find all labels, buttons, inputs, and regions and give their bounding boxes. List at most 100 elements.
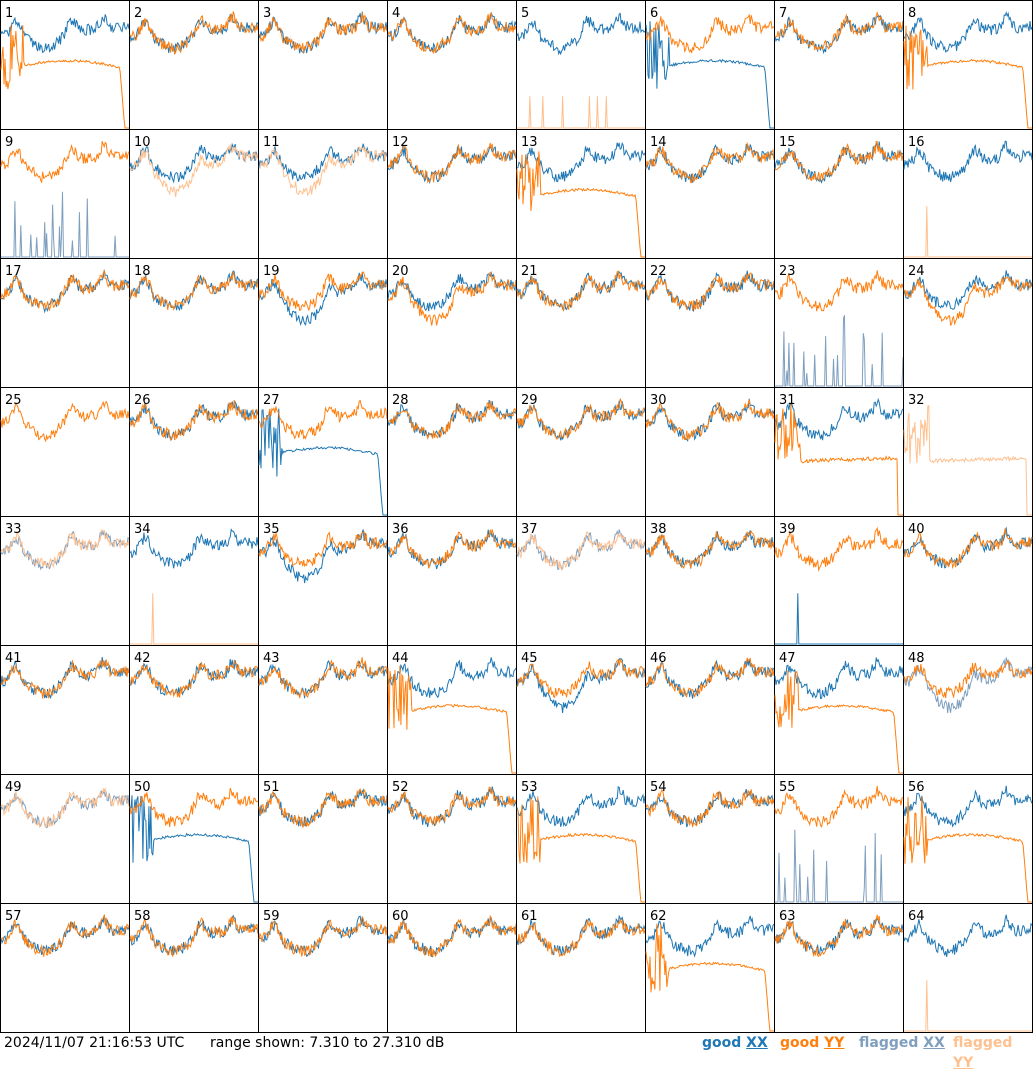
trace-good-xx: [129, 795, 258, 903]
panel-label: 59: [263, 909, 280, 924]
panel-35: 35: [258, 516, 388, 646]
trace-good-yy: [387, 914, 517, 958]
panel-1: 1: [0, 0, 130, 130]
panel-20: 20: [387, 258, 517, 388]
panel-frame: [516, 258, 646, 388]
panel-53: 53: [516, 774, 646, 904]
legend-good-xx: good XX: [702, 1035, 768, 1051]
panel-48: 48: [903, 645, 1033, 775]
trace-good-xx: [129, 400, 259, 441]
trace-flagged-yy: [516, 531, 646, 571]
trace-good-yy: [258, 788, 388, 828]
panel-43: 43: [258, 645, 388, 775]
panel-label: 54: [650, 780, 667, 795]
panel-frame: [0, 774, 130, 904]
panel-label: 47: [779, 651, 796, 666]
panel-label: 39: [779, 522, 796, 537]
panel-label: 32: [908, 393, 925, 408]
panel-9: 9: [0, 129, 130, 259]
panel-label: 61: [521, 909, 538, 924]
panel-51: 51: [258, 774, 388, 904]
trace-flagged-yy: [0, 786, 130, 829]
panel-4: 4: [387, 0, 517, 130]
trace-good-yy: [258, 399, 388, 440]
panel-label: 14: [650, 135, 667, 150]
panel-label: 29: [521, 393, 538, 408]
panel-3: 3: [258, 0, 388, 130]
trace-good-yy: [645, 399, 775, 441]
trace-good-yy: [387, 665, 516, 774]
trace-good-yy: [774, 11, 904, 51]
panel-label: 52: [392, 780, 409, 795]
panel-23: 23: [774, 258, 904, 388]
panel-label: 57: [5, 909, 22, 924]
panel-label: 20: [392, 264, 409, 279]
trace-flagged-yy: [904, 206, 1032, 258]
trace-good-xx: [0, 657, 129, 700]
trace-good-yy: [645, 272, 775, 312]
panel-frame: [774, 387, 904, 517]
panel-label: 33: [5, 522, 22, 537]
panel-label: 25: [5, 393, 22, 408]
panel-label: 55: [779, 780, 796, 795]
trace-good-yy: [774, 270, 904, 312]
panel-7: 7: [774, 0, 904, 130]
trace-good-yy: [129, 916, 259, 957]
trace-good-yy: [387, 12, 517, 54]
panel-50: 50: [129, 774, 259, 904]
panel-46: 46: [645, 645, 775, 775]
panel-47: 47: [774, 645, 904, 775]
panel-frame: [645, 387, 775, 517]
trace-good-yy: [774, 140, 904, 182]
trace-good-xx: [129, 528, 259, 569]
panel-label: 37: [521, 522, 538, 537]
trace-good-yy: [774, 403, 903, 516]
panel-label: 22: [650, 264, 667, 279]
panel-61: 61: [516, 903, 646, 1033]
trace-good-yy: [516, 658, 646, 699]
trace-good-yy: [645, 923, 774, 1032]
panel-label: 1: [5, 6, 13, 21]
panel-15: 15: [774, 129, 904, 259]
panel-label: 63: [779, 909, 796, 924]
range-label: range shown: 7.310 to 27.310 dB: [210, 1035, 445, 1051]
panel-label: 48: [908, 651, 925, 666]
trace-good-yy: [774, 914, 904, 958]
trace-good-xx: [129, 142, 259, 184]
trace-good-yy: [516, 796, 645, 903]
panel-31: 31: [774, 387, 904, 517]
panel-frame: [387, 129, 517, 259]
trace-good-yy: [258, 271, 388, 312]
legend-flagged-yy: flagged YY: [953, 1035, 1013, 1071]
trace-good-xx: [258, 272, 388, 327]
trace-good-xx: [645, 915, 775, 958]
trace-good-xx: [903, 10, 1033, 54]
panel-label: 44: [392, 651, 409, 666]
panel-label: 12: [392, 135, 409, 150]
trace-good-yy: [774, 670, 903, 774]
trace-good-yy: [645, 657, 775, 698]
trace-good-yy: [129, 271, 259, 311]
trace-good-yy: [129, 399, 259, 442]
panel-label: 34: [134, 522, 151, 537]
panel-frame: [258, 258, 388, 388]
trace-good-xx: [0, 270, 130, 314]
panel-52: 52: [387, 774, 517, 904]
panel-2: 2: [129, 0, 259, 130]
panel-label: 43: [263, 651, 280, 666]
panel-63: 63: [774, 903, 904, 1033]
trace-good-yy: [645, 141, 775, 184]
panel-13: 13: [516, 129, 646, 259]
panel-label: 60: [392, 909, 409, 924]
panel-59: 59: [258, 903, 388, 1033]
panel-32: 32: [903, 387, 1033, 517]
panel-label: 45: [521, 651, 538, 666]
panel-label: 31: [779, 393, 796, 408]
panel-frame: [774, 0, 904, 130]
panel-label: 15: [779, 135, 796, 150]
legend-good-yy: good YY: [780, 1035, 845, 1051]
trace-flagged-yy: [258, 146, 387, 197]
trace-good-yy: [903, 796, 1032, 903]
trace-good-yy: [903, 660, 1033, 699]
trace-good-xx: [903, 914, 1033, 957]
